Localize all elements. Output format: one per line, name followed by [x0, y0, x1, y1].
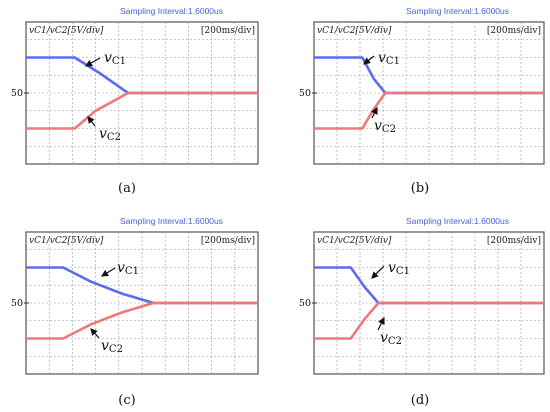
- annotation-main: v: [104, 50, 112, 66]
- annotation-subscript: C1: [112, 56, 126, 67]
- y-tick-label: 50: [11, 88, 23, 99]
- annotation-vc2: vC2: [380, 330, 402, 347]
- panel-caption: (d): [411, 393, 429, 408]
- y-tick-label: 50: [299, 88, 311, 99]
- annotation-vc2: vC2: [374, 118, 396, 135]
- annotation-vc2: vC2: [99, 126, 121, 143]
- annotation-main: v: [388, 260, 396, 276]
- timebase-label: [200ms/div]: [487, 236, 541, 246]
- panel-c: Sampling Interval:1.6000us vC1/vC2[5V/div…: [11, 216, 259, 408]
- panel-a: Sampling Interval:1.6000us vC1/vC2[5V/div…: [11, 6, 259, 196]
- annotation-subscript: C1: [125, 266, 139, 277]
- panel-caption: (c): [118, 393, 135, 408]
- annotation-vc1: vC1: [388, 260, 410, 277]
- timebase-label: [200ms/div]: [201, 26, 255, 36]
- annotation-subscript: C1: [386, 56, 400, 67]
- annotation-arrow: [100, 267, 116, 277]
- annotation-subscript: C2: [382, 124, 396, 135]
- annotation-arrow: [377, 316, 385, 331]
- annotation-arrow: [371, 265, 385, 279]
- sampling-interval-label: Sampling Interval:1.6000us: [120, 216, 223, 226]
- panel-b: Sampling Interval:1.6000us vC1/vC2[5V/div…: [299, 6, 545, 196]
- annotation-vc1: vC1: [117, 260, 139, 277]
- annotation-main: v: [117, 260, 125, 276]
- series-vc2-line: [314, 301, 544, 340]
- series-vc2-line: [26, 91, 258, 130]
- annotation-subscript: C1: [396, 266, 410, 277]
- sampling-interval-label: Sampling Interval:1.6000us: [406, 6, 509, 16]
- panel-caption: (b): [411, 181, 429, 196]
- series-vc2-line: [26, 301, 258, 340]
- channel-scale-label: vC1/vC2[5V/div]: [317, 26, 392, 36]
- timebase-label: [200ms/div]: [487, 26, 541, 36]
- annotation-arrow: [87, 116, 96, 127]
- annotation-subscript: C2: [109, 344, 123, 355]
- channel-scale-label: vC1/vC2[5V/div]: [29, 236, 104, 246]
- annotation-main: v: [374, 118, 382, 134]
- annotation-subscript: C2: [107, 132, 121, 143]
- panel-d: Sampling Interval:1.6000us vC1/vC2[5V/div…: [299, 216, 545, 408]
- timebase-label: [200ms/div]: [201, 236, 255, 246]
- panel-caption: (a): [118, 181, 136, 196]
- annotation-main: v: [101, 338, 109, 354]
- annotation-main: v: [378, 50, 386, 66]
- annotation-vc1: vC1: [378, 50, 400, 67]
- annotation-main: v: [99, 126, 107, 142]
- annotation-arrow: [371, 106, 378, 119]
- annotation-arrow: [84, 57, 101, 67]
- annotation-vc2: vC2: [101, 338, 123, 355]
- y-tick-label: 50: [299, 298, 311, 309]
- annotation-main: v: [380, 330, 388, 346]
- sampling-interval-label: Sampling Interval:1.6000us: [406, 216, 509, 226]
- annotation-arrow: [363, 55, 375, 65]
- y-tick-label: 50: [11, 298, 23, 309]
- annotation-vc1: vC1: [104, 50, 126, 67]
- annotation-arrow: [90, 328, 100, 339]
- sampling-interval-label: Sampling Interval:1.6000us: [120, 6, 223, 16]
- annotation-subscript: C2: [388, 336, 402, 347]
- channel-scale-label: vC1/vC2[5V/div]: [317, 236, 392, 246]
- channel-scale-label: vC1/vC2[5V/div]: [29, 26, 104, 36]
